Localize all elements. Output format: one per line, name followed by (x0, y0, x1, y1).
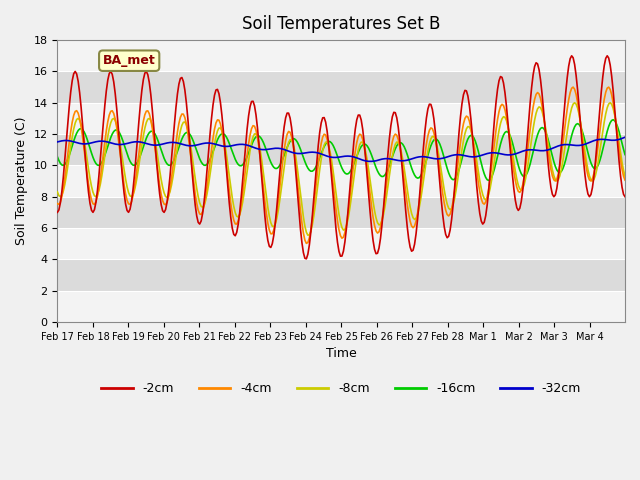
Bar (58, 259, 625, 291)
Y-axis label: Soil Temperature (C): Soil Temperature (C) (15, 117, 28, 245)
Bar (58, 40, 625, 72)
X-axis label: Time: Time (326, 347, 356, 360)
Title: Soil Temperatures Set B: Soil Temperatures Set B (242, 15, 440, 33)
Bar (58, 72, 625, 103)
Bar (58, 197, 625, 228)
Bar (58, 103, 625, 134)
Bar (58, 228, 625, 259)
Bar (58, 291, 625, 322)
Bar (58, 166, 625, 197)
Text: BA_met: BA_met (103, 54, 156, 67)
Legend: -2cm, -4cm, -8cm, -16cm, -32cm: -2cm, -4cm, -8cm, -16cm, -32cm (97, 377, 586, 400)
Bar (58, 134, 625, 166)
